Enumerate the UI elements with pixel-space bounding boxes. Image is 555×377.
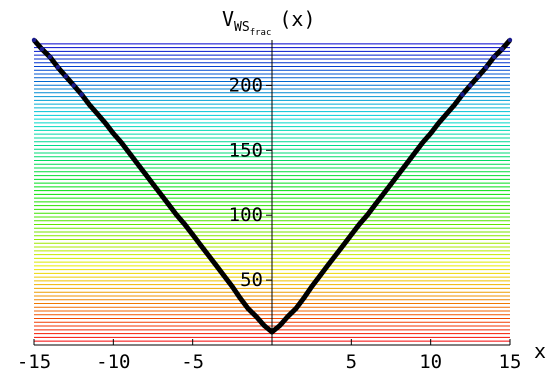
y-ticks: 50 100 150 200 [229, 74, 272, 291]
data-point [134, 161, 140, 166]
data-point [127, 150, 132, 156]
data-point [230, 284, 235, 289]
data-point [39, 46, 45, 52]
data-point [309, 284, 314, 289]
data-point [380, 192, 386, 197]
x-tick-label: 15 [499, 351, 522, 373]
data-point [491, 54, 497, 60]
chart-title-sub: WS [234, 20, 250, 35]
data-point [63, 74, 68, 79]
data-point [349, 232, 354, 237]
data-point [317, 274, 322, 279]
x-tick-label: 10 [419, 351, 442, 373]
data-point [444, 111, 449, 117]
data-point [372, 202, 378, 208]
data-point [95, 111, 100, 117]
data-point [55, 65, 60, 70]
data-point [253, 314, 259, 319]
data-point [499, 46, 505, 52]
x-tick-label: -15 [17, 351, 51, 373]
data-point [198, 242, 203, 248]
chart-title: VWSfrac (x) [222, 7, 316, 38]
data-point [166, 202, 172, 208]
data-point [190, 232, 195, 237]
data-point [333, 253, 338, 258]
data-point [452, 102, 457, 108]
data-point [31, 37, 37, 43]
data-point [357, 222, 362, 227]
data-point [468, 83, 473, 88]
data-point [325, 263, 330, 269]
x-ticks: -15 -10 -5 5 10 15 [17, 339, 522, 373]
data-point [436, 120, 441, 126]
data-point [301, 296, 306, 301]
data-point [420, 140, 425, 145]
data-point [428, 131, 433, 136]
data-point [277, 323, 283, 328]
y-tick-label: 150 [229, 139, 263, 161]
data-point [87, 102, 92, 108]
x-axis-label: x [534, 339, 546, 363]
data-point [206, 253, 211, 258]
data-point [119, 140, 124, 145]
y-tick-label: 200 [229, 74, 263, 96]
data-point [142, 171, 148, 176]
data-point [214, 263, 219, 269]
data-point [484, 65, 489, 70]
data-point [174, 213, 179, 218]
y-tick-label: 50 [240, 269, 263, 291]
data-point [158, 192, 164, 197]
data-point [404, 161, 410, 166]
data-point [182, 222, 187, 227]
data-point [47, 54, 53, 60]
data-point [476, 74, 481, 79]
chart-title-main: V [222, 7, 234, 31]
data-point [246, 306, 251, 311]
data-point [103, 120, 108, 126]
data-point [396, 171, 402, 176]
data-point [365, 213, 370, 218]
data-point [222, 274, 227, 279]
chart-title-suffix: (x) [279, 7, 315, 31]
data-point [460, 92, 465, 97]
data-point [293, 306, 298, 311]
x-tick-label: 5 [346, 351, 357, 373]
data-point [285, 314, 291, 319]
chart-title-subsub: frac [250, 28, 272, 38]
x-tick-label: -10 [96, 351, 130, 373]
data-point [150, 181, 156, 187]
data-point [71, 83, 76, 88]
data-point [111, 131, 116, 136]
data-point [388, 181, 394, 187]
data-point [341, 242, 346, 248]
x-tick-label: -5 [181, 351, 204, 373]
data-point [261, 323, 267, 328]
data-point [507, 37, 513, 43]
y-tick-label: 100 [229, 204, 263, 226]
data-point [412, 150, 417, 156]
data-point [79, 92, 84, 97]
data-point [238, 296, 243, 301]
